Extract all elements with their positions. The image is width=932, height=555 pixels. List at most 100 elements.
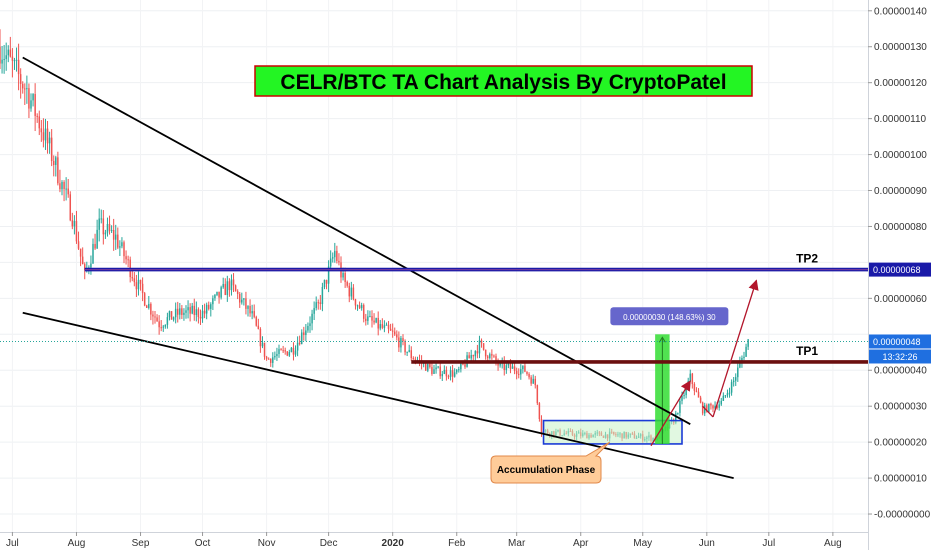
title-banner	[254, 65, 753, 97]
candle-up	[1, 46, 3, 74]
candle-down	[28, 83, 30, 119]
candle-body	[55, 157, 57, 165]
candle-down	[410, 346, 413, 361]
candle-up	[92, 238, 94, 264]
candle-down	[381, 318, 384, 330]
tp2-label: TP2	[796, 252, 818, 266]
candle-up	[718, 400, 720, 411]
candle-down	[298, 335, 301, 346]
candle-body	[263, 342, 266, 357]
y-tick-label: -0.00000000	[874, 510, 931, 521]
x-axis-panel	[0, 532, 868, 550]
candle-up	[408, 344, 410, 353]
candle-body	[280, 349, 282, 351]
candle-down	[482, 343, 485, 351]
countdown-tag	[869, 349, 931, 364]
candle-body	[689, 373, 692, 381]
candle-up	[214, 293, 216, 301]
candle-body	[57, 157, 59, 184]
candle-down	[102, 210, 105, 245]
candle-down	[371, 310, 373, 328]
candle-down	[346, 280, 348, 288]
candle-up	[400, 335, 402, 353]
candle-down	[77, 231, 80, 250]
candle-up	[379, 319, 382, 331]
candle-body	[228, 281, 231, 291]
candle-body	[424, 362, 427, 371]
candle-down	[431, 362, 433, 376]
candle-up	[435, 362, 437, 374]
candle-body	[344, 273, 346, 283]
candle-up	[96, 219, 98, 249]
tp2-price-label: 0.00000068	[873, 265, 921, 275]
candle-down	[398, 331, 400, 352]
candle-body	[94, 243, 96, 249]
candle-up	[288, 349, 291, 357]
candle-down	[24, 83, 26, 105]
candle-down	[284, 347, 286, 355]
candle-body	[259, 329, 262, 347]
grid	[0, 0, 868, 532]
candle-body	[148, 303, 150, 308]
current-price-tag	[869, 334, 931, 349]
candle-down	[125, 250, 127, 265]
candle-down	[57, 151, 59, 186]
candle-down	[52, 155, 55, 177]
candle-body	[360, 305, 363, 309]
candle-body	[329, 258, 332, 267]
candle-body	[13, 60, 16, 62]
candle-body	[381, 324, 384, 328]
candle-body	[168, 311, 171, 318]
candle-body	[205, 304, 208, 314]
candle-body	[307, 326, 309, 331]
candle-down	[249, 299, 251, 317]
candle-body	[278, 349, 280, 355]
candle-up	[689, 369, 692, 383]
candle-down	[538, 402, 541, 422]
candle-body	[98, 218, 100, 230]
candle-down	[158, 315, 160, 335]
x-tick-label: Oct	[195, 538, 211, 549]
candle-body	[701, 402, 704, 414]
candle-up	[532, 374, 534, 384]
candle-body	[396, 334, 398, 338]
candle-body	[282, 350, 284, 352]
candle-body	[439, 366, 441, 377]
candle-body	[532, 378, 534, 384]
candle-body	[747, 339, 749, 347]
candle-down	[176, 301, 179, 323]
candle-body	[325, 279, 328, 284]
candle-up	[106, 217, 109, 237]
candle-down	[280, 348, 282, 351]
candle-down	[480, 338, 483, 348]
candle-body	[249, 305, 251, 314]
candle-up	[185, 305, 187, 319]
candle-body	[728, 392, 731, 394]
candle-body	[398, 337, 400, 348]
candle-up	[732, 376, 735, 387]
y-tick-label: 0.00000060	[874, 294, 927, 305]
candle-down	[133, 272, 136, 287]
candle-up	[195, 301, 198, 322]
candle-down	[21, 81, 24, 94]
candle-body	[24, 88, 26, 90]
candle-up	[201, 304, 204, 323]
candle-body	[272, 357, 274, 363]
callout-bubble	[490, 441, 611, 484]
candle-down	[253, 304, 255, 319]
candle-body	[703, 405, 706, 414]
candle-down	[404, 339, 406, 356]
candle-body	[482, 343, 485, 350]
candle-up	[458, 366, 460, 373]
candle-body	[19, 74, 22, 84]
candle-body	[691, 373, 694, 385]
candle-down	[695, 387, 698, 393]
candle-down	[232, 273, 235, 293]
candle-body	[201, 310, 204, 319]
candle-down	[377, 311, 379, 336]
measure-label-box	[610, 307, 729, 326]
candle-body	[110, 230, 113, 232]
candle-body	[179, 308, 181, 315]
candle-body	[443, 369, 446, 375]
candle-body	[170, 311, 173, 320]
